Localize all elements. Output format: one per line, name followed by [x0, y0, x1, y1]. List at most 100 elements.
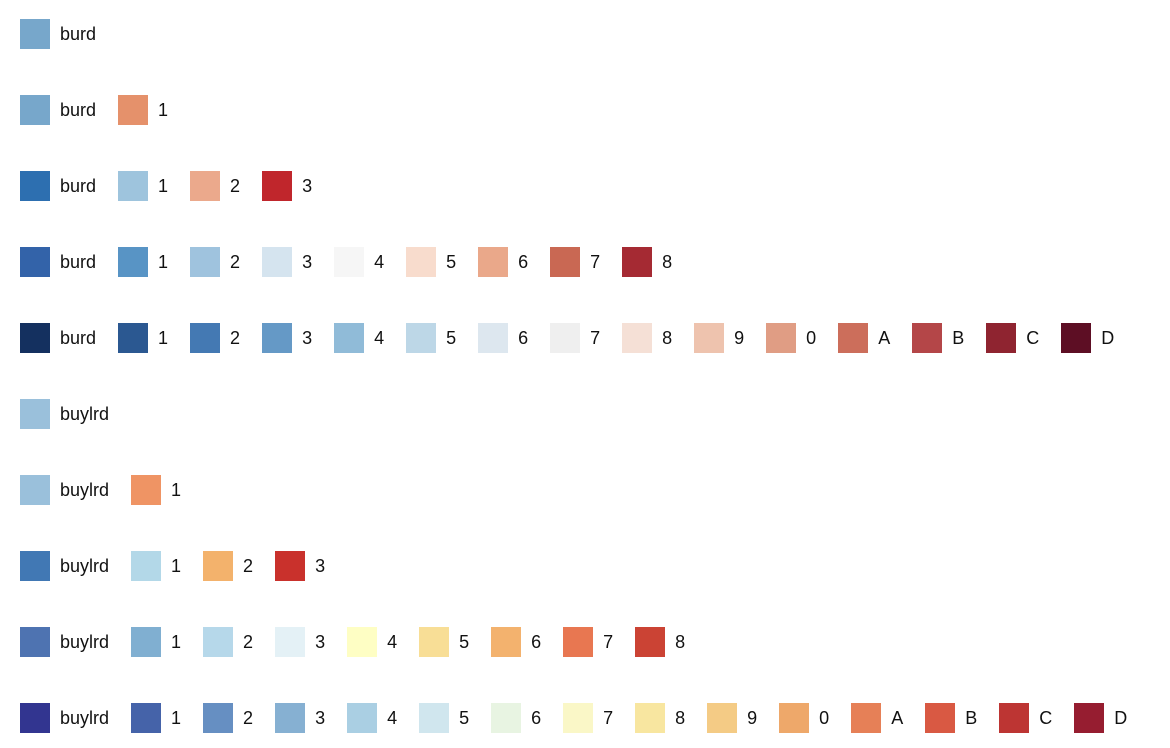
color-swatch [203, 551, 234, 581]
color-swatch [20, 171, 50, 201]
legend-item: A [838, 323, 890, 353]
color-swatch [131, 475, 162, 505]
color-swatch [635, 703, 666, 733]
color-swatch [20, 323, 50, 353]
color-swatch [406, 323, 437, 353]
color-swatch [491, 627, 522, 657]
legend-item: 8 [635, 627, 685, 657]
legend-item: 7 [550, 247, 600, 277]
legend-item: burd [20, 247, 96, 277]
legend-item: 5 [406, 323, 456, 353]
color-swatch [1074, 703, 1105, 733]
legend-label: 0 [819, 707, 830, 728]
legend-item: B [912, 323, 964, 353]
color-swatch [999, 703, 1030, 733]
legend-item: 4 [347, 627, 397, 657]
legend-label: 8 [675, 707, 686, 728]
legend-item: 8 [622, 323, 672, 353]
legend-item: buylrd [20, 627, 109, 657]
legend-label: burd [60, 175, 97, 196]
legend-row: buylrd 1 2 3 4 5 6 7 8 9 0 A B C D [20, 703, 1149, 733]
color-swatch [118, 171, 149, 201]
color-swatch [347, 627, 378, 657]
legend-item: 6 [491, 627, 541, 657]
legend-label: 1 [171, 707, 182, 728]
legend-label: B [965, 707, 978, 728]
legend-row: buylrd 1 2 3 4 5 6 7 8 [20, 627, 707, 657]
legend-label: 6 [531, 707, 542, 728]
color-swatch [203, 703, 234, 733]
legend-item: 6 [491, 703, 541, 733]
legend-label: buylrd [60, 631, 110, 652]
legend-label: buylrd [60, 479, 110, 500]
color-swatch [478, 247, 509, 277]
legend-label: 3 [315, 555, 326, 576]
legend-label: 3 [315, 707, 326, 728]
legend-item: 5 [419, 703, 469, 733]
color-swatch [20, 399, 50, 429]
color-swatch [563, 703, 594, 733]
legend-label: 2 [230, 251, 241, 272]
legend-item: 1 [131, 703, 181, 733]
legend-label: 5 [459, 631, 470, 652]
color-swatch [550, 247, 581, 277]
color-swatch [20, 19, 50, 49]
legend-label: A [891, 707, 904, 728]
color-swatch [275, 703, 306, 733]
color-swatch [563, 627, 594, 657]
legend-item: 1 [118, 323, 168, 353]
legend-label: A [878, 327, 891, 348]
legend-label: C [1039, 707, 1053, 728]
legend-item: buylrd [20, 475, 109, 505]
legend-item: 0 [766, 323, 816, 353]
color-swatch [262, 171, 293, 201]
color-swatch [20, 703, 50, 733]
legend-label: 2 [230, 175, 241, 196]
legend-item: 2 [203, 551, 253, 581]
color-swatch [262, 247, 293, 277]
color-swatch [622, 247, 653, 277]
legend-label: burd [60, 327, 97, 348]
legend-row: burd 1 2 3 [20, 171, 334, 201]
legend-item: 1 [131, 551, 181, 581]
color-swatch [419, 703, 450, 733]
color-swatch [118, 323, 149, 353]
legend-label: 1 [158, 175, 169, 196]
legend-label: 4 [387, 707, 398, 728]
legend-label: 1 [158, 99, 169, 120]
legend-item: 2 [190, 323, 240, 353]
color-swatch [419, 627, 450, 657]
legend-label: 7 [590, 327, 601, 348]
legend-label: 6 [531, 631, 542, 652]
legend-label: 6 [518, 327, 529, 348]
legend-row: buylrd [20, 399, 131, 429]
color-swatch [986, 323, 1017, 353]
legend-item: 1 [131, 627, 181, 657]
legend-item: 3 [275, 551, 325, 581]
color-swatch [1061, 323, 1092, 353]
legend-item: 3 [262, 323, 312, 353]
legend-item: A [851, 703, 903, 733]
legend-label: D [1114, 707, 1128, 728]
legend-item: 7 [550, 323, 600, 353]
color-swatch [635, 627, 666, 657]
legend-label: 1 [171, 555, 182, 576]
legend-item: 9 [707, 703, 757, 733]
legend-label: 8 [662, 327, 673, 348]
legend-item: C [986, 323, 1039, 353]
legend-item: 6 [478, 247, 528, 277]
legend-label: 1 [171, 479, 182, 500]
color-swatch [478, 323, 509, 353]
legend-item: 2 [203, 627, 253, 657]
legend-label: 5 [459, 707, 470, 728]
legend-label: 5 [446, 327, 457, 348]
legend-label: buylrd [60, 403, 110, 424]
color-swatch [20, 247, 50, 277]
legend-item: 8 [622, 247, 672, 277]
legend-item: 9 [694, 323, 744, 353]
color-swatch [851, 703, 882, 733]
legend-label: C [1026, 327, 1040, 348]
legend-item: 7 [563, 703, 613, 733]
legend-label: 1 [158, 327, 169, 348]
